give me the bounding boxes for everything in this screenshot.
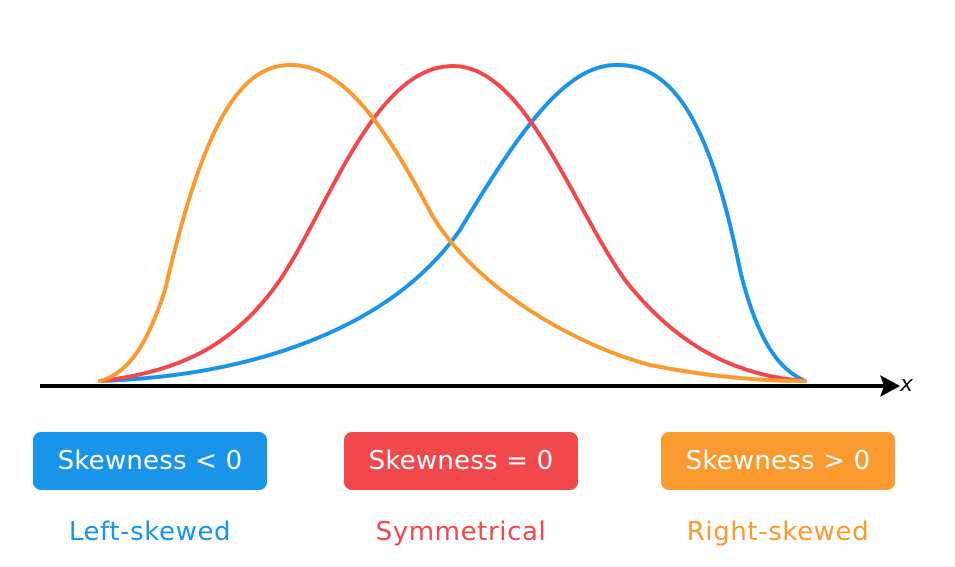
skewness-negative-badge: Skewness < 0	[33, 432, 267, 490]
x-axis-label: x	[900, 372, 914, 397]
symmetrical-curve	[98, 64, 807, 383]
skewness-zero-badge: Skewness = 0	[344, 432, 578, 490]
skewness-positive-badge: Skewness > 0	[661, 432, 895, 490]
right-skewed-caption: Right-skewed	[686, 517, 870, 547]
x-axis-arrow	[880, 375, 900, 397]
left-skewed-caption: Left-skewed	[68, 517, 232, 547]
symmetrical-caption: Symmetrical	[375, 517, 547, 547]
left-skewed-curve	[98, 62, 807, 383]
right-skewed-curve	[98, 62, 807, 383]
